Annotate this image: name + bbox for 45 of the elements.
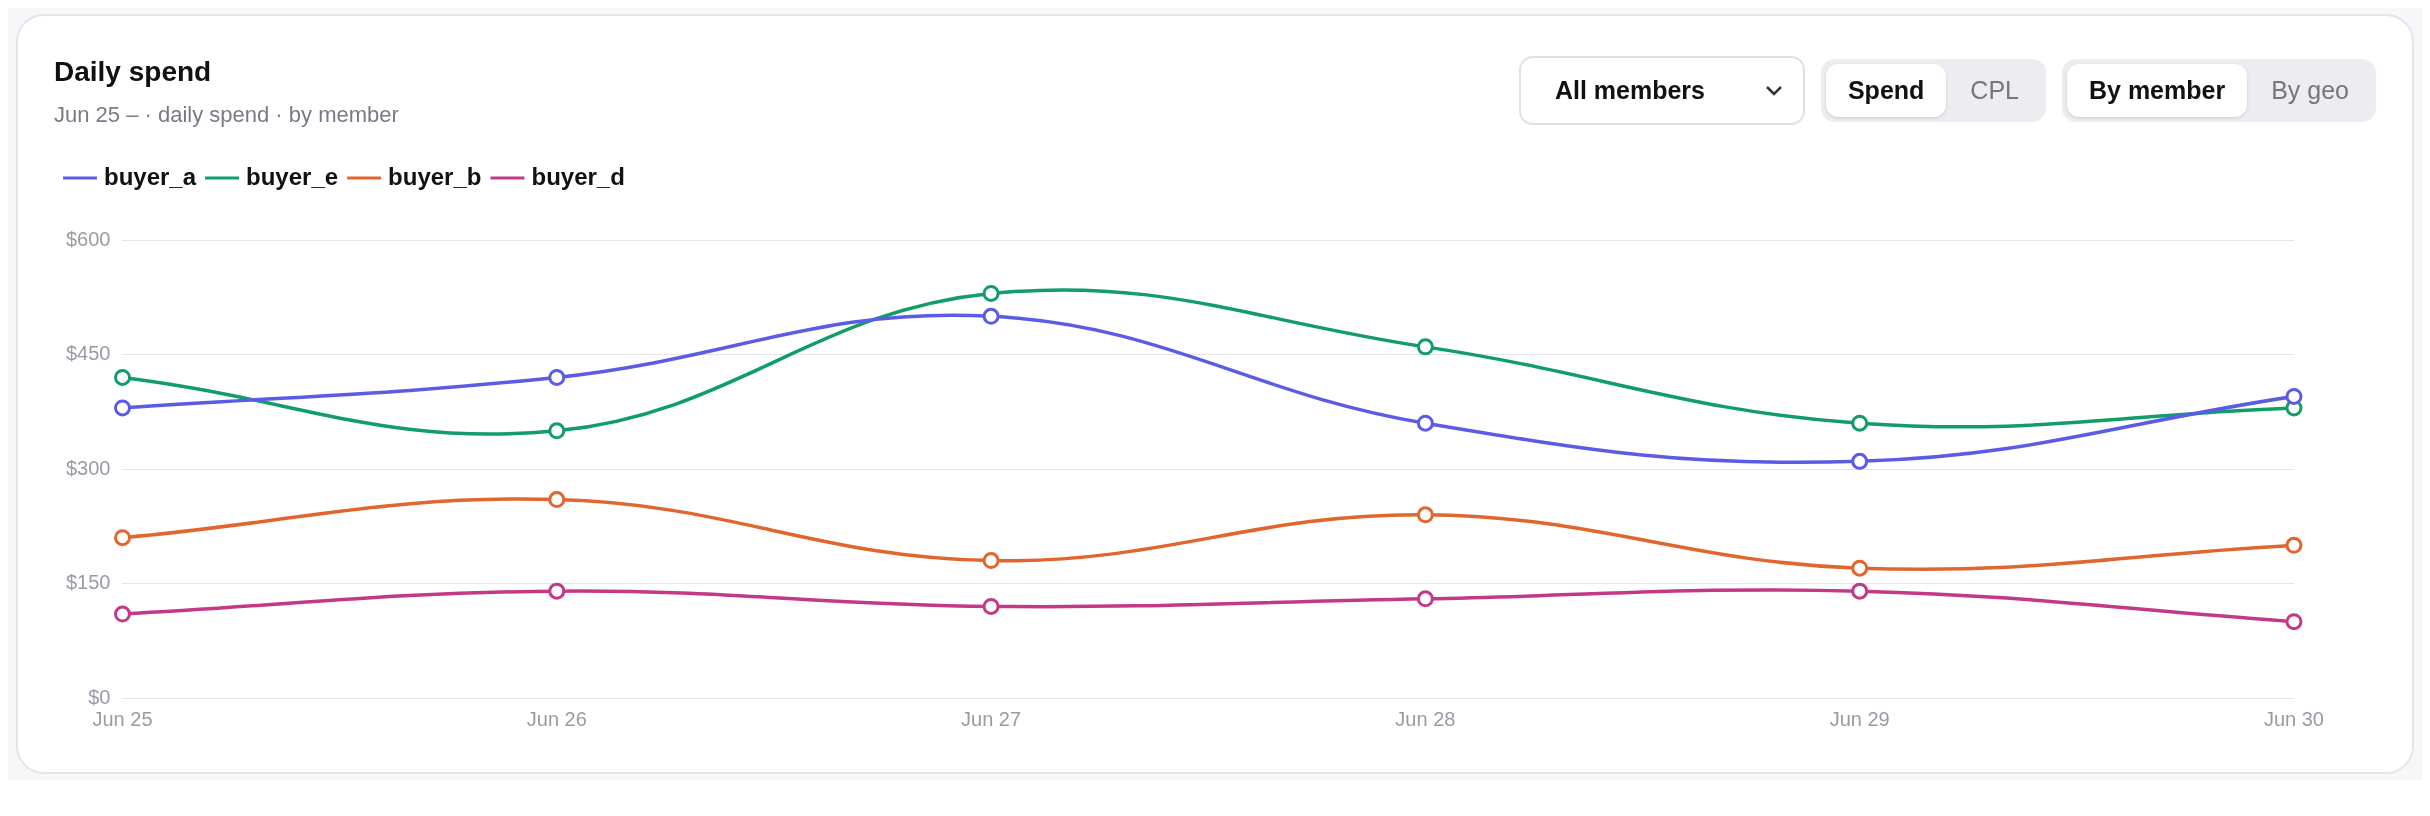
point bbox=[548, 422, 566, 440]
y-tick-label: $600 bbox=[65, 227, 111, 250]
legend-label: buyer_b bbox=[388, 162, 482, 190]
y-tick-label: $150 bbox=[65, 571, 111, 594]
point bbox=[982, 284, 1000, 302]
x-tick-label: Jun 26 bbox=[526, 707, 587, 730]
x-tick-label: Jun 28 bbox=[1395, 707, 1456, 730]
x-tick-label: Jun 29 bbox=[1829, 707, 1890, 730]
y-tick-label: $450 bbox=[65, 342, 111, 365]
point bbox=[548, 491, 566, 509]
point bbox=[1416, 338, 1434, 356]
point bbox=[1416, 590, 1434, 608]
point bbox=[548, 368, 566, 386]
text: By geo bbox=[2270, 75, 2350, 106]
point bbox=[982, 552, 1000, 570]
point bbox=[113, 529, 131, 547]
point bbox=[1851, 452, 1869, 470]
point bbox=[1851, 414, 1869, 432]
text: All members bbox=[1554, 76, 1705, 105]
chart-title: Daily spend bbox=[54, 56, 212, 87]
legend-label: buyer_e bbox=[246, 162, 339, 190]
legend-label: buyer_d bbox=[531, 162, 625, 190]
point bbox=[113, 368, 131, 386]
x-tick-label: Jun 30 bbox=[2263, 707, 2325, 730]
point bbox=[1416, 414, 1434, 432]
point bbox=[1851, 582, 1869, 600]
text: By member bbox=[2066, 64, 2248, 117]
x-tick-label: Jun 27 bbox=[961, 707, 1022, 730]
point bbox=[2285, 387, 2303, 405]
text: CPL bbox=[1969, 75, 2020, 106]
point bbox=[982, 307, 1000, 325]
point bbox=[113, 605, 131, 623]
point bbox=[982, 597, 1000, 615]
point bbox=[548, 582, 566, 600]
chart-subtitle: Jun 25 – · daily spend · by member bbox=[54, 102, 399, 127]
y-tick-label: $300 bbox=[65, 456, 111, 479]
y-tick-label: $0 bbox=[88, 685, 111, 708]
point bbox=[113, 399, 131, 417]
point bbox=[2285, 613, 2303, 631]
point bbox=[1416, 506, 1434, 524]
point bbox=[2285, 536, 2303, 554]
text: Spend bbox=[1825, 64, 1947, 117]
x-tick-label: Jun 25 bbox=[92, 707, 153, 730]
point bbox=[1851, 559, 1869, 577]
legend-label: buyer_a bbox=[104, 162, 197, 190]
